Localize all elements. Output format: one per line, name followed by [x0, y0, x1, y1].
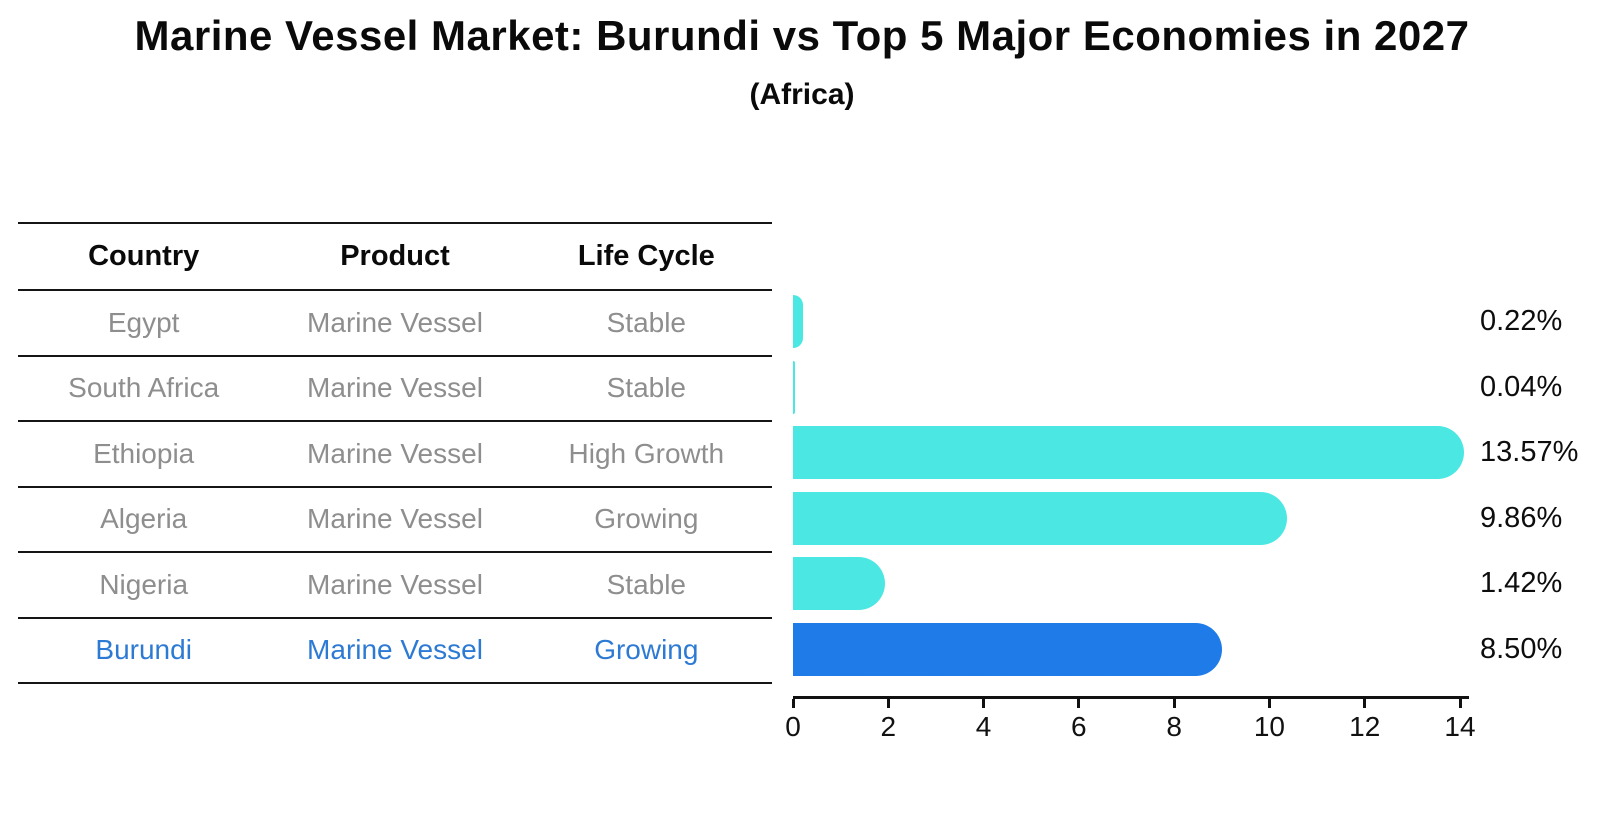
value-label-ethiopia: 13.57% [1480, 436, 1579, 469]
table-row-south-africa: South Africa Marine Vessel Stable [18, 354, 772, 421]
table-cell-country: Ethiopia [93, 437, 195, 469]
bar-row-egypt [793, 289, 1460, 355]
table-row-ethiopia: Ethiopia Marine Vessel High Growth [18, 420, 772, 486]
table-cell-lifecycle: Stable [606, 568, 687, 600]
bar-row-ethiopia [793, 420, 1464, 486]
table-cell-lifecycle: High Growth [568, 437, 725, 469]
bar-egypt [793, 295, 804, 348]
page-title: Marine Vessel Market: Burundi vs Top 5 M… [134, 12, 1470, 59]
bar-row-algeria [793, 486, 1460, 552]
bar-burundi [793, 622, 1222, 676]
table-cell-product: Marine Vessel [307, 568, 483, 600]
x-axis-tick-4 [982, 699, 986, 708]
bar-chart [793, 289, 1464, 683]
value-label-egypt: 0.22% [1480, 305, 1563, 338]
table-cell-lifecycle: Stable [606, 306, 687, 338]
x-axis-tick-label-6: 6 [1071, 711, 1087, 742]
table-cell-product: Marine Vessel [307, 437, 483, 469]
table-row-burundi: Burundi Marine Vessel Growing [18, 616, 772, 683]
bar-row-nigeria [793, 551, 1460, 617]
table-header-product: Product [340, 240, 450, 272]
x-axis-tick-8 [1172, 699, 1176, 708]
table-row-algeria: Algeria Marine Vessel Growing [18, 485, 772, 552]
table-cell-country: South Africa [68, 372, 220, 404]
bar-row-burundi [793, 617, 1460, 683]
bar-algeria [793, 491, 1287, 545]
x-axis-tick-label-10: 10 [1253, 711, 1285, 742]
x-axis-tick-label-8: 8 [1166, 711, 1182, 742]
x-axis-tick-14 [1458, 699, 1462, 708]
bar-row-south-africa [793, 355, 1460, 421]
bar-nigeria [793, 557, 885, 610]
table-header-lifecycle: Life Cycle [577, 240, 715, 272]
table-row-nigeria: Nigeria Marine Vessel Stable [18, 551, 772, 617]
value-label-column: 0.22% 0.04% 13.57% 9.86% 1.42% 8.50% [1480, 289, 1578, 682]
table-cell-product: Marine Vessel [307, 503, 483, 535]
table-cell-product: Marine Vessel [307, 306, 483, 338]
x-axis-tick-label-14: 14 [1444, 711, 1476, 742]
table-cell-product: Marine Vessel [307, 372, 483, 404]
x-axis-tick-label-0: 0 [785, 711, 801, 742]
table-header-row: Country Product Life Cycle [18, 222, 772, 289]
x-axis-tick-0 [791, 699, 795, 708]
x-axis-tick-2 [886, 699, 890, 708]
table-row-egypt: Egypt Marine Vessel Stable [18, 289, 772, 355]
market-table: Country Product Life Cycle Egypt Marine V… [18, 222, 772, 684]
x-axis-tick-label-4: 4 [975, 711, 992, 742]
x-axis-tick-label-12: 12 [1349, 711, 1381, 742]
value-label-burundi: 8.50% [1480, 632, 1563, 665]
table-header-country: Country [88, 240, 200, 272]
bar-ethiopia [793, 426, 1464, 479]
table-cell-lifecycle: Growing [594, 634, 699, 666]
x-axis-tick-label-2: 2 [880, 711, 897, 742]
x-axis-tick-12 [1363, 699, 1367, 708]
value-label-south-africa: 0.04% [1480, 370, 1563, 403]
bar-south-africa [793, 360, 795, 414]
table-cell-product: Marine Vessel [307, 634, 483, 666]
table-cell-country: Algeria [100, 503, 188, 535]
value-label-algeria: 9.86% [1480, 501, 1563, 534]
table-cell-country: Egypt [107, 306, 180, 338]
table-cell-lifecycle: Growing [594, 503, 699, 535]
table-cell-lifecycle: Stable [606, 372, 687, 404]
x-axis-tick-10 [1267, 699, 1271, 708]
page-subtitle: (Africa) [749, 78, 855, 111]
table-cell-country: Nigeria [99, 568, 189, 600]
value-label-nigeria: 1.42% [1480, 567, 1563, 600]
table-cell-country: Burundi [95, 634, 192, 666]
x-axis-line [793, 696, 1469, 699]
x-axis-tick-6 [1077, 699, 1081, 708]
